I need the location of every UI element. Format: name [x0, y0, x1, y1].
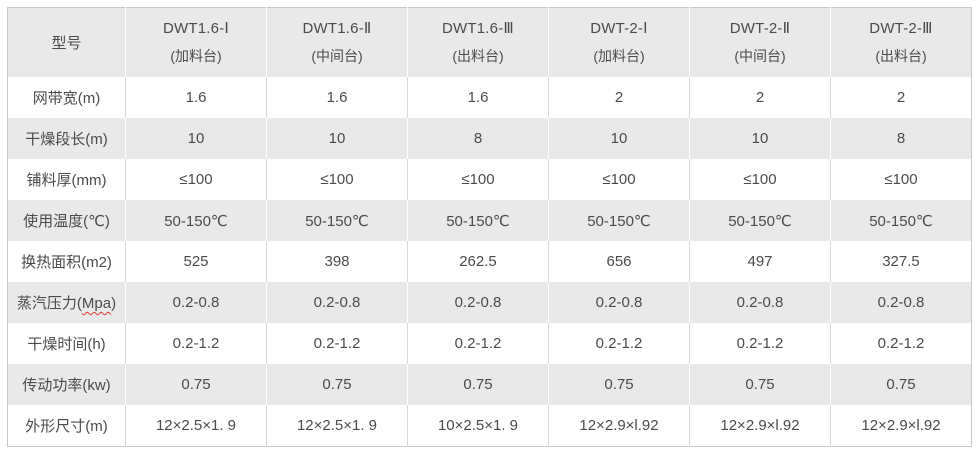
table-row-belt-width: 网带宽(m) 1.6 1.6 1.6 2 2 2 — [7, 77, 972, 118]
cell: 0.2-1.2 — [266, 323, 408, 364]
column-header-dwt1.6-3: DWT1.6-Ⅲ (出料台) — [407, 7, 549, 77]
spec-table: 型号 DWT1.6-Ⅰ (加料台) DWT1.6-Ⅱ (中间台) DWT1.6-… — [7, 7, 972, 447]
table-row-material-thickness: 铺料厚(mm) ≤100 ≤100 ≤100 ≤100 ≤100 ≤100 — [7, 159, 972, 200]
cell: ≤100 — [125, 159, 267, 200]
column-model-name: DWT1.6-Ⅰ — [162, 20, 230, 37]
table-row-heat-exchange-area: 换热面积(m2) 525 398 262.5 656 497 327.5 — [7, 241, 972, 282]
table-row-drive-power: 传动功率(kw) 0.75 0.75 0.75 0.75 0.75 0.75 — [7, 364, 972, 405]
cell: 10 — [266, 118, 408, 159]
row-label: 蒸汽压力(Mpa) — [8, 282, 126, 323]
cell: 398 — [266, 241, 408, 282]
cell: ≤100 — [689, 159, 831, 200]
cell: 0.75 — [407, 364, 549, 405]
column-header-dwt2-1: DWT-2-Ⅰ (加料台) — [548, 7, 690, 77]
cell: 50-150℃ — [830, 200, 972, 241]
cell: 12×2.5×1. 9 — [266, 405, 408, 447]
cell: ≤100 — [830, 159, 972, 200]
cell: 12×2.5×1. 9 — [125, 405, 267, 447]
cell: 2 — [689, 77, 831, 118]
cell: 1.6 — [407, 77, 549, 118]
cell: 50-150℃ — [266, 200, 408, 241]
table-row-drying-length: 干燥段长(m) 10 10 8 10 10 8 — [7, 118, 972, 159]
cell: 50-150℃ — [125, 200, 267, 241]
row-label: 外形尺寸(m) — [25, 418, 108, 435]
cell: 0.2-1.2 — [407, 323, 549, 364]
column-header-dwt1.6-2: DWT1.6-Ⅱ (中间台) — [266, 7, 408, 77]
cell: 0.2-0.8 — [548, 282, 690, 323]
cell: 327.5 — [830, 241, 972, 282]
row-label: 干燥段长(m) — [25, 131, 108, 148]
cell: 10 — [548, 118, 690, 159]
row-label: 传动功率(kw) — [22, 377, 111, 394]
cell: 0.75 — [689, 364, 831, 405]
cell: ≤100 — [548, 159, 690, 200]
cell: ≤100 — [266, 159, 408, 200]
table-row-steam-pressure: 蒸汽压力(Mpa) 0.2-0.8 0.2-0.8 0.2-0.8 0.2-0.… — [7, 282, 972, 323]
cell: 0.2-1.2 — [548, 323, 690, 364]
cell: 8 — [407, 118, 549, 159]
table-row-operating-temperature: 使用温度(℃) 50-150℃ 50-150℃ 50-150℃ 50-150℃ … — [7, 200, 972, 241]
row-label: 换热面积(m2) — [21, 254, 112, 271]
cell: 12×2.9×l.92 — [830, 405, 972, 447]
cell: 8 — [830, 118, 972, 159]
cell: 10 — [689, 118, 831, 159]
corner-header-model-label: 型号 — [7, 7, 126, 77]
cell: 50-150℃ — [548, 200, 690, 241]
cell: 0.75 — [266, 364, 408, 405]
cell: 0.2-1.2 — [689, 323, 831, 364]
column-header-dwt2-3: DWT-2-Ⅲ (出料台) — [830, 7, 972, 77]
row-label-spellcheck-word: Mpa — [81, 295, 112, 312]
cell: ≤100 — [407, 159, 549, 200]
cell: 50-150℃ — [407, 200, 549, 241]
cell: 656 — [548, 241, 690, 282]
cell: 12×2.9×l.92 — [548, 405, 690, 447]
cell: 2 — [830, 77, 972, 118]
cell: 2 — [548, 77, 690, 118]
column-model-name: DWT-2-Ⅲ — [869, 20, 933, 37]
cell: 0.2-0.8 — [125, 282, 267, 323]
column-model-name: DWT1.6-Ⅱ — [302, 20, 372, 37]
cell: 1.6 — [125, 77, 267, 118]
cell: 497 — [689, 241, 831, 282]
column-station-name: (加料台) — [170, 48, 222, 64]
column-station-name: (中间台) — [311, 48, 363, 64]
cell: 1.6 — [266, 77, 408, 118]
cell: 0.75 — [830, 364, 972, 405]
cell: 0.2-0.8 — [689, 282, 831, 323]
cell: 0.2-0.8 — [266, 282, 408, 323]
cell: 10 — [125, 118, 267, 159]
header-row: 型号 DWT1.6-Ⅰ (加料台) DWT1.6-Ⅱ (中间台) DWT1.6-… — [7, 7, 972, 77]
column-header-dwt1.6-1: DWT1.6-Ⅰ (加料台) — [125, 7, 267, 77]
row-label: 网带宽(m) — [32, 90, 101, 107]
row-label-prefix: 蒸汽压力( — [16, 295, 82, 312]
cell: 0.2-0.8 — [830, 282, 972, 323]
cell: 0.75 — [548, 364, 690, 405]
cell: 50-150℃ — [689, 200, 831, 241]
cell: 262.5 — [407, 241, 549, 282]
column-header-dwt2-2: DWT-2-Ⅱ (中间台) — [689, 7, 831, 77]
row-label: 干燥时间(h) — [27, 336, 106, 353]
table-row-overall-dimensions: 外形尺寸(m) 12×2.5×1. 9 12×2.5×1. 9 10×2.5×1… — [7, 405, 972, 447]
column-model-name: DWT-2-Ⅱ — [729, 20, 791, 37]
row-label: 使用温度(℃) — [23, 213, 110, 230]
column-model-name: DWT1.6-Ⅲ — [442, 20, 514, 37]
column-station-name: (出料台) — [875, 48, 927, 64]
column-station-name: (加料台) — [593, 48, 645, 64]
cell: 0.2-1.2 — [125, 323, 267, 364]
row-label: 铺料厚(mm) — [26, 172, 107, 189]
cell: 12×2.9×l.92 — [689, 405, 831, 447]
cell: 525 — [125, 241, 267, 282]
column-station-name: (出料台) — [452, 48, 504, 64]
cell: 10×2.5×1. 9 — [407, 405, 549, 447]
cell: 0.2-0.8 — [407, 282, 549, 323]
row-label-suffix: ) — [111, 295, 117, 312]
table-row-drying-time: 干燥时间(h) 0.2-1.2 0.2-1.2 0.2-1.2 0.2-1.2 … — [7, 323, 972, 364]
column-station-name: (中间台) — [734, 48, 786, 64]
cell: 0.75 — [125, 364, 267, 405]
column-model-name: DWT-2-Ⅰ — [590, 20, 648, 37]
cell: 0.2-1.2 — [830, 323, 972, 364]
